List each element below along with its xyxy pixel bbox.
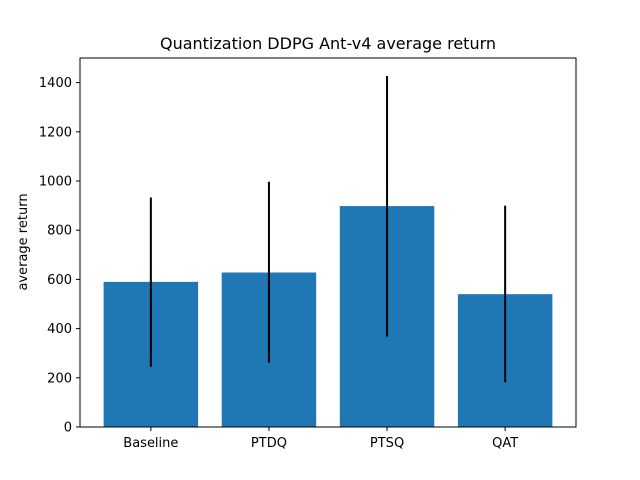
y-tick-label: 1000 — [39, 175, 72, 190]
x-tick-label: Baseline — [123, 436, 178, 451]
chart-title: Quantization DDPG Ant-v4 average return — [160, 34, 496, 53]
y-axis: 0 200 400 600 800 1000 1200 1400 — [39, 76, 80, 436]
plot-frame — [79, 57, 577, 428]
y-tick-label: 400 — [47, 322, 72, 337]
y-tick-label: 200 — [47, 371, 72, 386]
y-tick-label: 800 — [47, 224, 72, 239]
y-tick-label: 1400 — [39, 76, 72, 91]
y-tick-label: 600 — [47, 273, 72, 288]
error-bars-group — [149, 75, 507, 383]
x-axis: Baseline PTDQ PTSQ QAT — [123, 427, 518, 451]
y-tick-label: 0 — [64, 421, 72, 436]
y-tick-label: 1200 — [39, 125, 72, 140]
x-tick-label: PTSQ — [370, 436, 404, 451]
y-axis-label: average return — [16, 193, 31, 290]
x-tick-label: PTDQ — [251, 436, 287, 451]
x-tick-label: QAT — [492, 436, 518, 451]
bars-group — [103, 206, 553, 427]
